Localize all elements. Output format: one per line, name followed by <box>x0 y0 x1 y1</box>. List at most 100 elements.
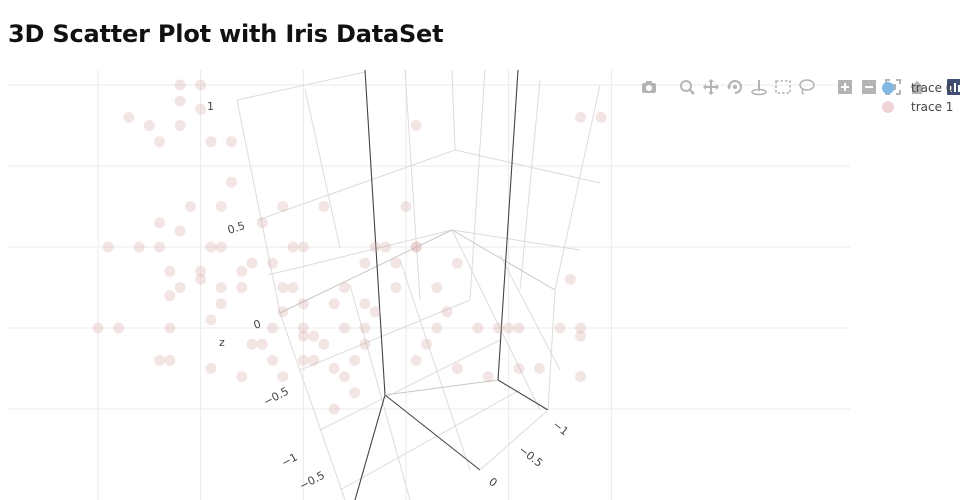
data-point <box>338 371 350 383</box>
x-tick-label: 0 <box>486 475 500 490</box>
data-point <box>297 298 309 310</box>
legend-label: trace 1 <box>911 99 954 114</box>
turntable-rotation-button[interactable] <box>750 78 768 96</box>
plotly-logo-button[interactable] <box>946 78 960 96</box>
scene-gridline <box>339 389 521 491</box>
data-point <box>328 298 340 310</box>
scene-gridline <box>319 339 501 431</box>
data-point <box>369 306 381 318</box>
data-point <box>205 314 217 326</box>
data-point <box>92 322 104 334</box>
scatter-plot[interactable]: 1 0.5 0 z −0.5 −1 −0.5 −1 −0.5 0 <box>0 70 960 500</box>
data-point <box>513 363 525 374</box>
data-point <box>472 322 484 334</box>
scene-axis-line <box>364 70 386 396</box>
scene-gridline <box>499 254 561 371</box>
legend-marker <box>882 100 894 113</box>
legend-label: trace 0 <box>911 80 954 95</box>
data-point <box>143 120 155 131</box>
data-point <box>174 95 186 107</box>
orbit-rotation-icon <box>727 80 742 94</box>
box-select-button[interactable] <box>774 78 792 96</box>
data-point <box>421 338 433 350</box>
data-point <box>297 241 309 253</box>
data-point <box>359 338 371 350</box>
zoom-out-button[interactable] <box>860 78 878 96</box>
camera-button[interactable] <box>640 78 658 96</box>
z-tick-label: −1 <box>279 451 299 470</box>
lasso-select-button[interactable] <box>798 78 816 96</box>
data-point <box>154 354 166 366</box>
data-point <box>410 354 422 366</box>
data-point <box>225 136 237 148</box>
data-point <box>297 354 309 366</box>
chart-title: 3D Scatter Plot with Iris DataSet <box>8 20 444 48</box>
zoom-in-icon <box>838 80 852 94</box>
scene-axis-line <box>384 379 499 396</box>
data-point <box>174 282 186 293</box>
camera-icon <box>642 81 656 93</box>
reset-axes-icon <box>910 81 924 94</box>
data-point <box>575 330 587 342</box>
plot-area[interactable]: 1 0.5 0 z −0.5 −1 −0.5 −1 −0.5 0 <box>0 70 960 500</box>
pan-button[interactable] <box>702 78 720 96</box>
data-point <box>318 338 330 350</box>
data-point <box>554 322 566 334</box>
data-point <box>564 273 576 285</box>
data-point <box>174 225 186 237</box>
data-point <box>513 322 525 334</box>
data-point <box>328 403 340 415</box>
scene-axis-line <box>354 394 386 500</box>
scene-axis-line <box>497 70 519 381</box>
data-point <box>195 79 207 91</box>
scene-gridline <box>554 84 601 291</box>
data-point <box>287 241 299 253</box>
x-tick-label: −1 <box>550 418 571 438</box>
data-point <box>236 265 248 277</box>
data-point <box>410 120 422 131</box>
data-point <box>441 306 453 318</box>
data-point <box>102 241 114 253</box>
data-point <box>575 371 587 383</box>
zoom-out-icon <box>862 80 876 94</box>
scene-gridline <box>279 229 453 314</box>
data-point <box>256 338 268 350</box>
data-point <box>277 306 289 318</box>
data-point <box>215 298 227 310</box>
scene-gridline <box>399 259 471 471</box>
data-point <box>154 241 166 253</box>
scene-gridline <box>451 229 556 291</box>
zoom-button[interactable] <box>678 78 696 96</box>
legend-item-trace-1[interactable]: trace 1 <box>878 97 953 116</box>
data-point <box>492 322 504 334</box>
data-point <box>575 111 587 123</box>
data-point <box>308 330 320 342</box>
orbit-rotation-button[interactable] <box>726 78 744 96</box>
data-point <box>267 322 279 334</box>
data-point <box>451 257 463 269</box>
data-point <box>267 354 279 366</box>
data-point <box>205 136 217 148</box>
turntable-rotation-icon <box>751 80 767 96</box>
data-point <box>379 241 391 253</box>
data-point <box>359 298 371 310</box>
scene-gridline <box>279 312 346 500</box>
data-point <box>400 201 412 212</box>
data-point <box>236 282 248 293</box>
data-point <box>164 290 176 302</box>
data-point <box>359 257 371 269</box>
scene-gridline <box>299 299 471 371</box>
scene-gridline <box>469 70 486 301</box>
reset-axes-button[interactable] <box>908 78 926 96</box>
data-point <box>575 322 587 334</box>
scene-gridline <box>236 99 281 314</box>
data-point <box>338 282 350 293</box>
data-point <box>184 201 196 212</box>
legend-item-trace-0[interactable]: trace 0 <box>878 78 953 97</box>
data-point <box>390 282 402 293</box>
zoom-in-button[interactable] <box>836 78 854 96</box>
z-tick-label: 1 <box>207 100 214 113</box>
data-point <box>215 201 227 212</box>
data-point <box>482 371 494 383</box>
data-point <box>246 257 258 269</box>
